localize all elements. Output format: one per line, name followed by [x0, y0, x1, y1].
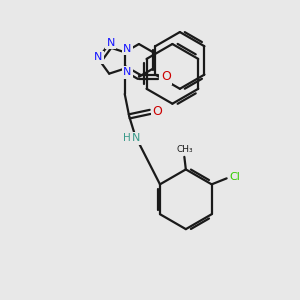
Text: Cl: Cl [230, 172, 240, 182]
Text: N: N [106, 38, 115, 48]
Text: O: O [153, 105, 163, 119]
Text: CH₃: CH₃ [176, 145, 193, 154]
Text: N: N [123, 44, 131, 54]
Text: O: O [161, 70, 171, 83]
Text: N: N [94, 52, 102, 62]
Text: H: H [123, 133, 131, 143]
Text: N: N [132, 133, 140, 143]
Text: N: N [123, 67, 131, 77]
